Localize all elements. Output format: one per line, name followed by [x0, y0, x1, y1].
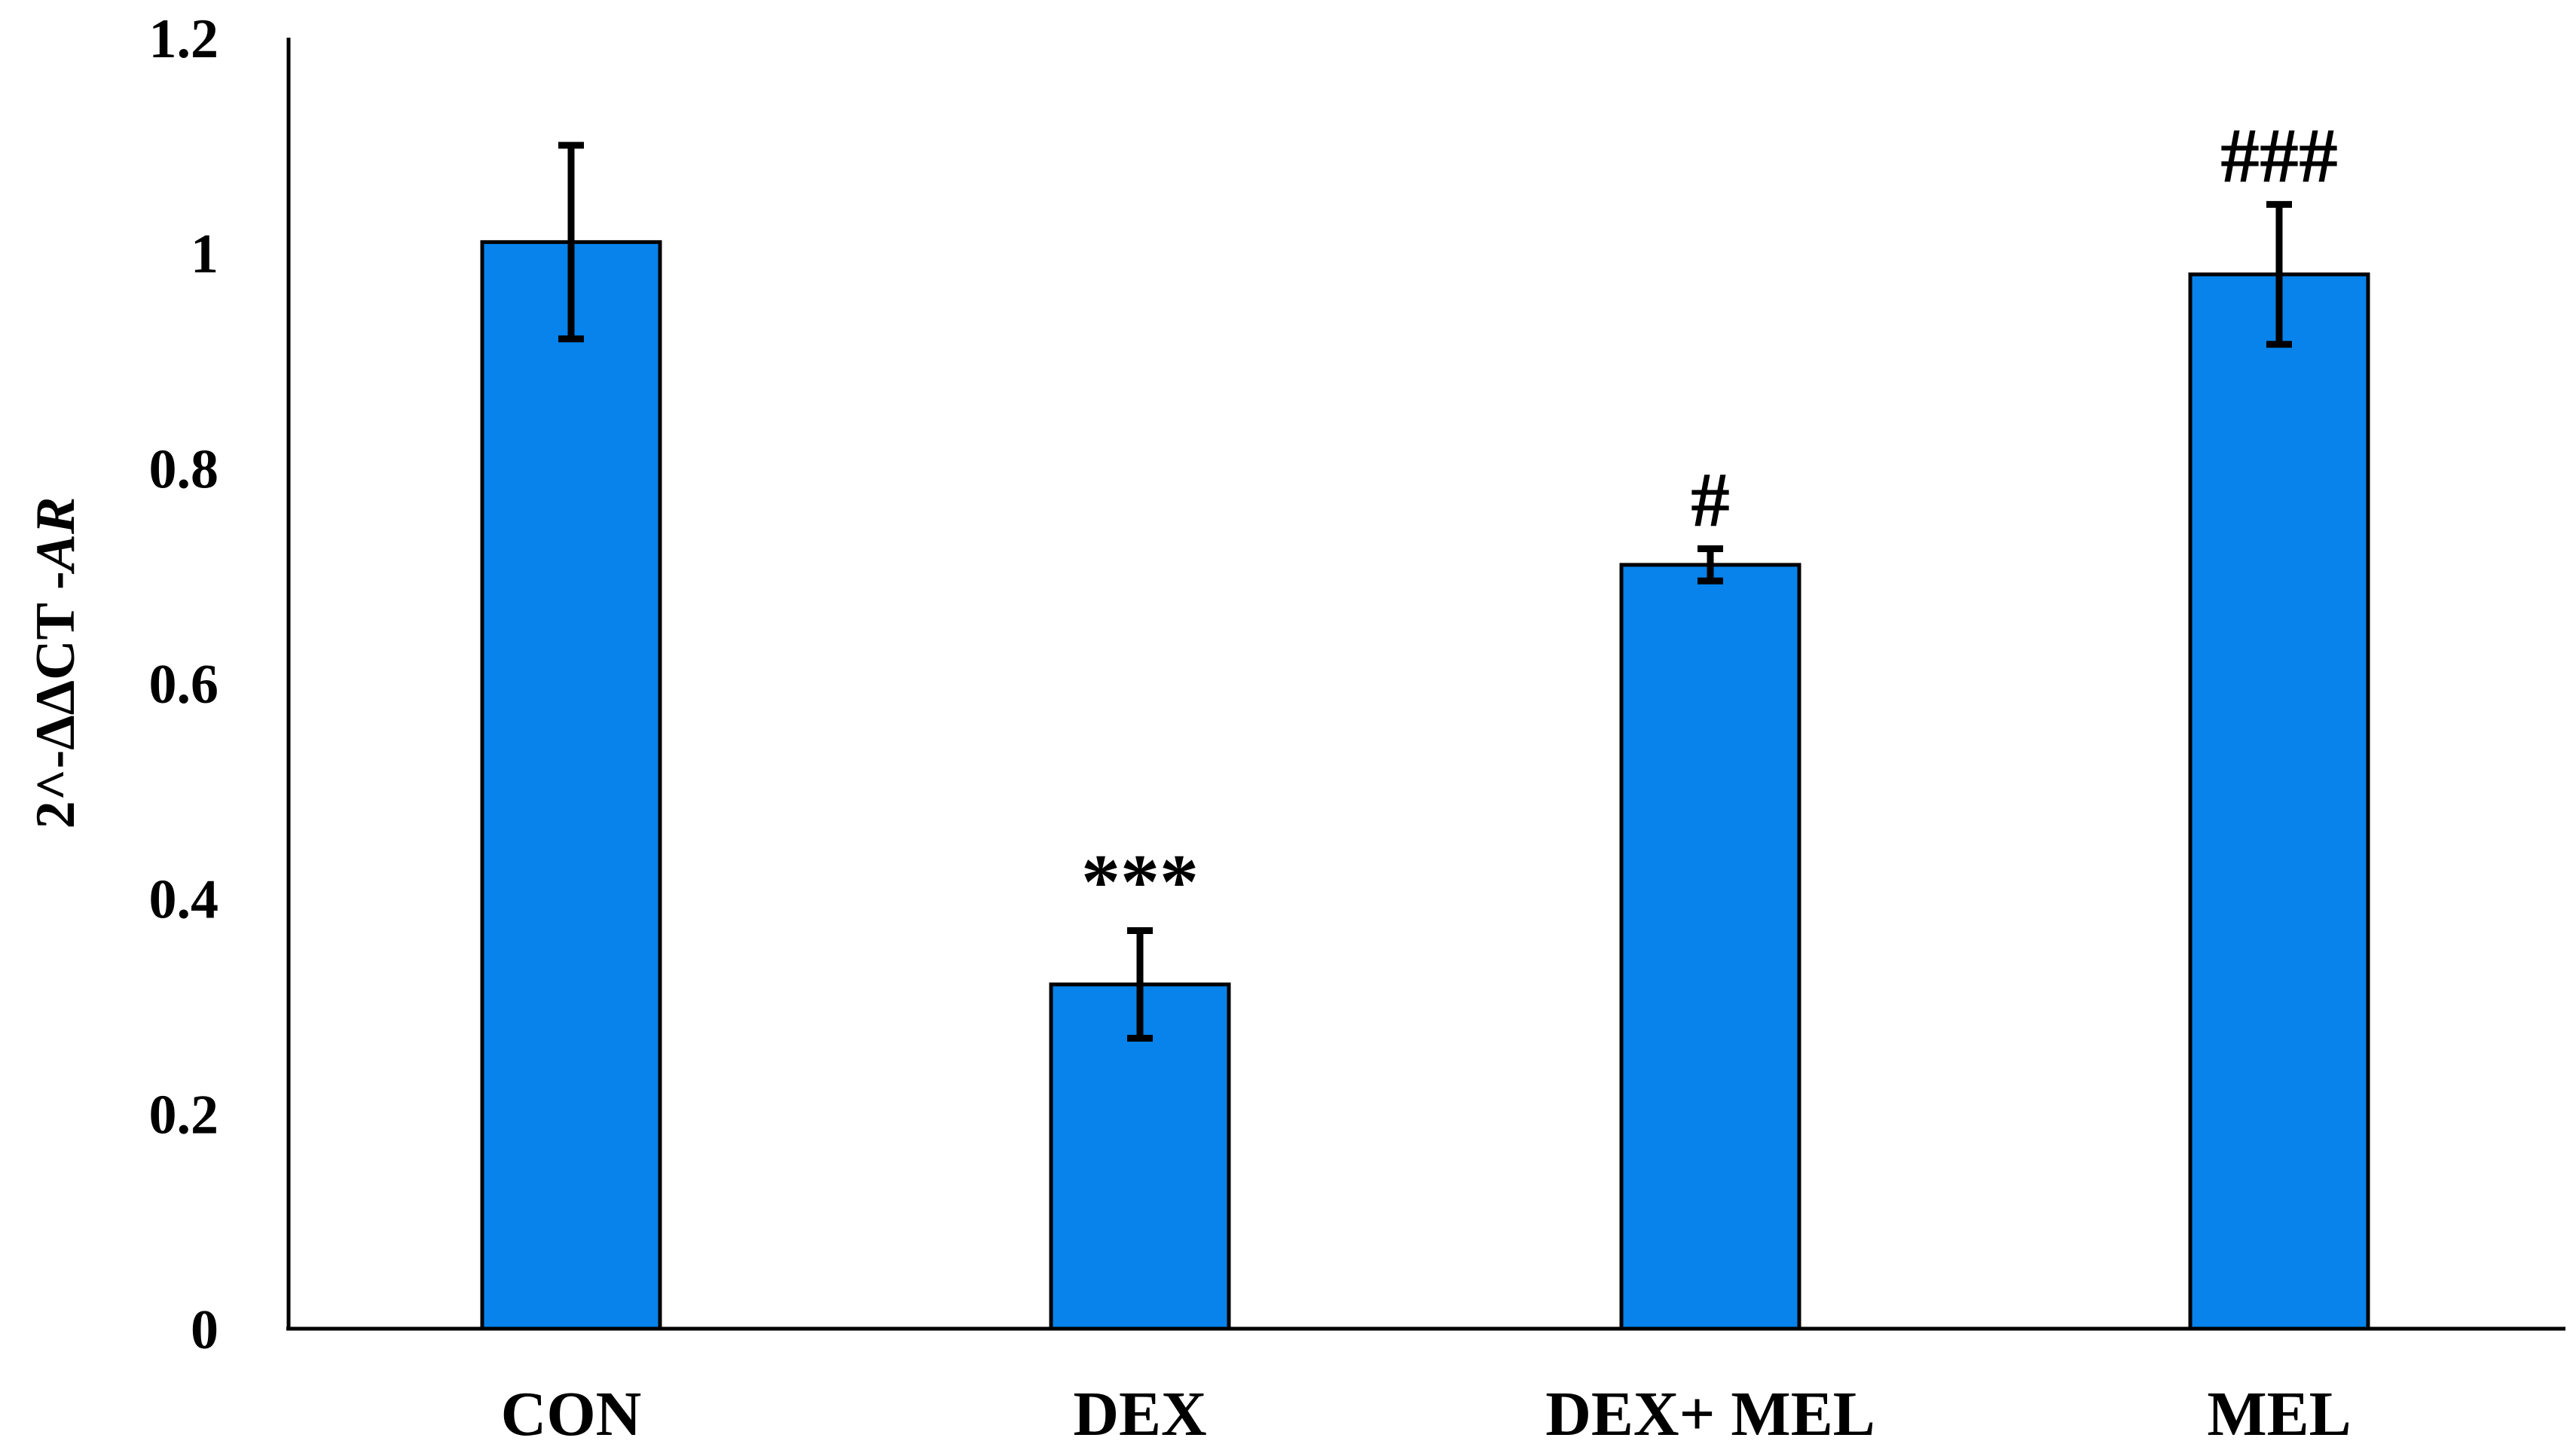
error-bar-con: [558, 142, 584, 343]
significance-dex-mel: #: [1691, 456, 1730, 543]
category-label-dex-mel: DEX+ MEL: [1545, 1379, 1875, 1449]
y-axis-title-gene: AR: [25, 497, 87, 575]
bars-group: [480, 240, 2370, 1331]
y-tick-label: 0.8: [149, 438, 219, 500]
category-label-con: CON: [501, 1379, 642, 1449]
bar-dex-mel: [1619, 563, 1801, 1331]
y-tick-label: 0.4: [149, 869, 219, 931]
y-axis-title: 2^-ΔΔCT -AR: [25, 497, 87, 829]
y-tick-label: 0: [191, 1299, 218, 1361]
y-axis-title-main: 2^-ΔΔCT -: [25, 571, 87, 829]
error-bar-dex: [1127, 927, 1153, 1042]
y-tick-labels: 0 0.2 0.4 0.6 0.8 1 1.2: [149, 8, 219, 1361]
y-tick-label: 0.2: [149, 1084, 219, 1146]
y-tick-label: 1.2: [149, 8, 219, 70]
annotations-group: ***####: [1081, 112, 2338, 925]
category-label-dex: DEX: [1073, 1379, 1206, 1449]
error-bars-group: [558, 142, 2292, 1042]
error-bar-dex-mel: [1698, 545, 1723, 585]
significance-dex: ***: [1081, 839, 1199, 926]
y-tick-label: 0.6: [149, 654, 219, 716]
x-category-labels: CON DEX DEX+ MEL MEL: [501, 1379, 2351, 1449]
y-tick-label: 1: [191, 224, 218, 285]
bar-mel: [2188, 272, 2370, 1331]
bar-con: [480, 240, 662, 1331]
category-label-mel: MEL: [2207, 1379, 2351, 1449]
error-bar-mel: [2266, 200, 2292, 348]
bar-dex: [1049, 982, 1231, 1331]
significance-mel: ###: [2220, 112, 2338, 199]
